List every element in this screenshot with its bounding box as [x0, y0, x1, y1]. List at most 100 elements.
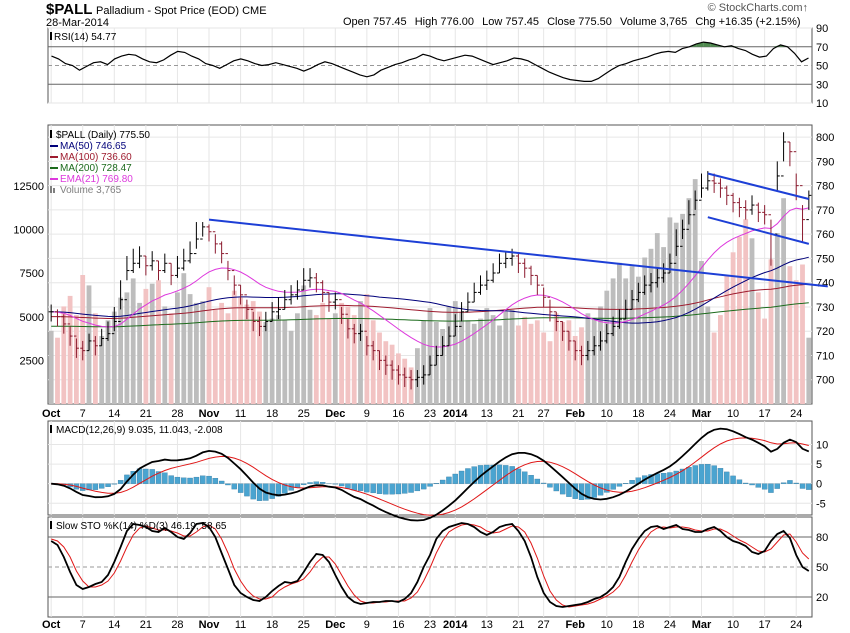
- volume-bar: [67, 295, 73, 404]
- volume-bar: [478, 318, 483, 404]
- sto-x-tick-label: 9: [364, 619, 370, 631]
- macd-histogram-bar: [585, 483, 591, 500]
- volume-bar: [629, 266, 635, 404]
- macd-histogram-bar: [370, 483, 376, 494]
- macd-histogram-bar: [787, 480, 793, 484]
- volume-bar: [130, 278, 136, 404]
- macd-histogram-bar: [402, 483, 408, 494]
- rsi-y-tick-label: 50: [816, 61, 828, 73]
- price-x-tick-label: 10: [601, 408, 613, 420]
- macd-histogram-bar: [269, 483, 275, 499]
- macd-histogram-bar: [162, 472, 168, 484]
- macd-histogram-bar: [168, 475, 174, 484]
- volume-bar: [295, 313, 300, 404]
- volume-bar: [156, 280, 161, 404]
- sto-label-icon: [50, 521, 52, 529]
- price-x-tick-label: 11: [235, 408, 246, 420]
- trendline-2: [707, 172, 810, 200]
- macd-histogram-bar: [282, 483, 288, 494]
- price-x-tick-label: 14: [108, 408, 120, 420]
- macd-histogram-bar: [591, 483, 597, 498]
- macd-histogram-bar: [357, 483, 364, 491]
- volume-bar: [787, 266, 793, 404]
- macd-histogram-bar: [105, 483, 111, 487]
- macd-histogram-bar: [743, 482, 749, 484]
- volume-bar: [332, 313, 338, 404]
- volume-bar: [686, 198, 692, 404]
- price-y-tick-label: 790: [816, 156, 834, 168]
- sto-x-tick-label: 10: [601, 619, 613, 631]
- volume-bar: [465, 320, 471, 404]
- macd-histogram-bar: [383, 483, 389, 495]
- rsi-y-tick-label: 70: [816, 42, 828, 54]
- volume-bar: [74, 315, 79, 404]
- high-value: 776.00: [440, 16, 475, 28]
- macd-histogram-bar: [465, 468, 471, 484]
- volume-bar: [301, 285, 307, 404]
- sto-x-tick-label: 14: [108, 619, 120, 631]
- low-field: Low 757.45: [482, 16, 539, 28]
- volume-bar: [219, 302, 224, 404]
- sto-x-tick-label: 27: [538, 619, 550, 631]
- price-y-tick-label: 720: [816, 326, 834, 338]
- volume-bar: [358, 301, 363, 404]
- macd-y-tick-label: 10: [816, 440, 828, 452]
- macd-label: MACD(12,26,9) 9.035, 11.043, -2.008: [56, 425, 223, 436]
- macd-histogram-bar: [806, 483, 812, 490]
- macd-histogram-bar: [345, 483, 351, 489]
- instrument-name: Palladium - Spot Price (EOD) CME: [96, 5, 267, 17]
- sto-x-tick-label: 18: [266, 619, 278, 631]
- macd-histogram-bar: [421, 483, 427, 490]
- stockcharts-credit[interactable]: © StockCharts.com↑: [708, 2, 808, 14]
- macd-histogram-bar: [534, 478, 541, 484]
- volume-y-tick-label: 5000: [20, 312, 44, 324]
- macd-histogram-bar: [446, 476, 452, 484]
- volume-bar: [705, 306, 711, 404]
- macd-histogram-bar: [193, 476, 200, 484]
- macd-histogram-bar: [793, 482, 799, 484]
- volume-bar: [93, 313, 98, 404]
- volume-bar: [749, 238, 755, 404]
- macd-histogram-bar: [231, 483, 237, 490]
- macd-histogram-bar: [547, 483, 553, 488]
- macd-histogram-bar: [376, 483, 383, 494]
- macd-line: [51, 427, 810, 522]
- price-x-tick-label: 25: [298, 408, 310, 420]
- price-y-tick-label: 800: [816, 132, 834, 144]
- macd-histogram-bar: [761, 483, 768, 490]
- volume-bar: [231, 290, 237, 404]
- volume-bar: [617, 262, 622, 404]
- macd-histogram-bar: [673, 470, 679, 484]
- open-field: Open 757.45: [343, 16, 407, 28]
- price-x-tick-label: 17: [759, 408, 771, 420]
- volume-bar: [282, 320, 288, 404]
- volume-bar: [484, 308, 490, 404]
- macd-histogram-bar: [174, 476, 181, 484]
- macd-histogram-bar: [433, 483, 440, 484]
- macd-histogram-bar: [92, 483, 99, 490]
- volume-bar: [503, 311, 509, 404]
- open-label: Open: [343, 16, 370, 28]
- volume-bar: [566, 320, 572, 404]
- sto-x-tick-label: 17: [759, 619, 771, 631]
- legend-swatch: [50, 186, 52, 193]
- sto-x-tick-label: 10: [727, 619, 739, 631]
- volume-bar: [528, 323, 534, 404]
- low-value: 757.45: [505, 16, 540, 28]
- volume-bar: [200, 301, 206, 404]
- instrument-name-text: Palladium - Spot Price (EOD): [96, 5, 240, 17]
- price-x-tick-label: 21: [140, 408, 152, 420]
- change-label: Chg: [695, 16, 716, 28]
- macd-histogram-bar: [540, 482, 547, 484]
- macd-histogram-bar: [275, 483, 282, 497]
- volume-bar: [168, 313, 174, 404]
- volume-bar: [263, 322, 269, 404]
- volume-bar: [194, 302, 199, 404]
- macd-histogram-bar: [648, 474, 654, 484]
- sto-k-line: [50, 522, 810, 608]
- legend-entry: MA(200) 728.47: [60, 163, 132, 174]
- volume-bar: [781, 198, 786, 404]
- volume-bar: [471, 323, 477, 404]
- price-x-tick-label: 16: [392, 408, 404, 420]
